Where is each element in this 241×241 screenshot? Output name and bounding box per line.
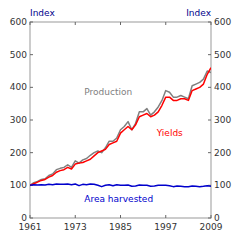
y2-tick-label: 600 — [214, 17, 231, 27]
plot-frame — [30, 22, 211, 218]
x-tick — [120, 215, 121, 218]
x-tick-label: 1985 — [109, 222, 132, 232]
x-tick — [75, 215, 76, 218]
y-tick — [30, 87, 33, 88]
y-tick — [30, 152, 33, 153]
x-tick-label: 2009 — [200, 222, 223, 232]
y2-tick-label: 400 — [214, 82, 231, 92]
series-label: Yields — [156, 128, 183, 138]
y-tick — [30, 22, 33, 23]
y-tick — [30, 54, 33, 55]
series-line — [30, 68, 211, 186]
series-label: Area harvested — [84, 194, 153, 204]
series-label: Production — [84, 87, 132, 97]
y-tick-label: 300 — [10, 115, 27, 125]
y-tick-label: 0 — [21, 213, 27, 223]
x-tick-top — [75, 22, 76, 25]
y-tick-label: 400 — [10, 82, 27, 92]
x-tick-label: 1973 — [64, 222, 87, 232]
y2-tick — [208, 152, 211, 153]
chart: 1961197319851997200901002003004005006000… — [0, 0, 241, 241]
y-tick — [30, 218, 33, 219]
y2-tick-label: 0 — [214, 213, 220, 223]
y2-tick-label: 300 — [214, 115, 231, 125]
y-tick-label: 100 — [10, 180, 27, 190]
series-line — [30, 71, 211, 185]
y2-tick-label: 200 — [214, 148, 231, 158]
lines — [30, 68, 211, 187]
y-tick-label: 500 — [10, 50, 27, 60]
y-tick-label: 200 — [10, 148, 27, 158]
x-tick — [165, 215, 166, 218]
y2-tick — [208, 218, 211, 219]
y2-tick — [208, 22, 211, 23]
x-tick-top — [165, 22, 166, 25]
series-line — [30, 184, 211, 187]
y-tick — [30, 120, 33, 121]
y2-axis-label: Index — [186, 8, 211, 18]
x-tick-label: 1961 — [19, 222, 42, 232]
y2-tick — [208, 87, 211, 88]
y2-tick — [208, 120, 211, 121]
x-tick-label: 1997 — [154, 222, 177, 232]
y-axis-label: Index — [30, 8, 55, 18]
y2-tick-label: 100 — [214, 180, 231, 190]
x-tick-top — [120, 22, 121, 25]
y2-tick — [208, 54, 211, 55]
y2-tick-label: 500 — [214, 50, 231, 60]
y-tick-label: 600 — [10, 17, 27, 27]
